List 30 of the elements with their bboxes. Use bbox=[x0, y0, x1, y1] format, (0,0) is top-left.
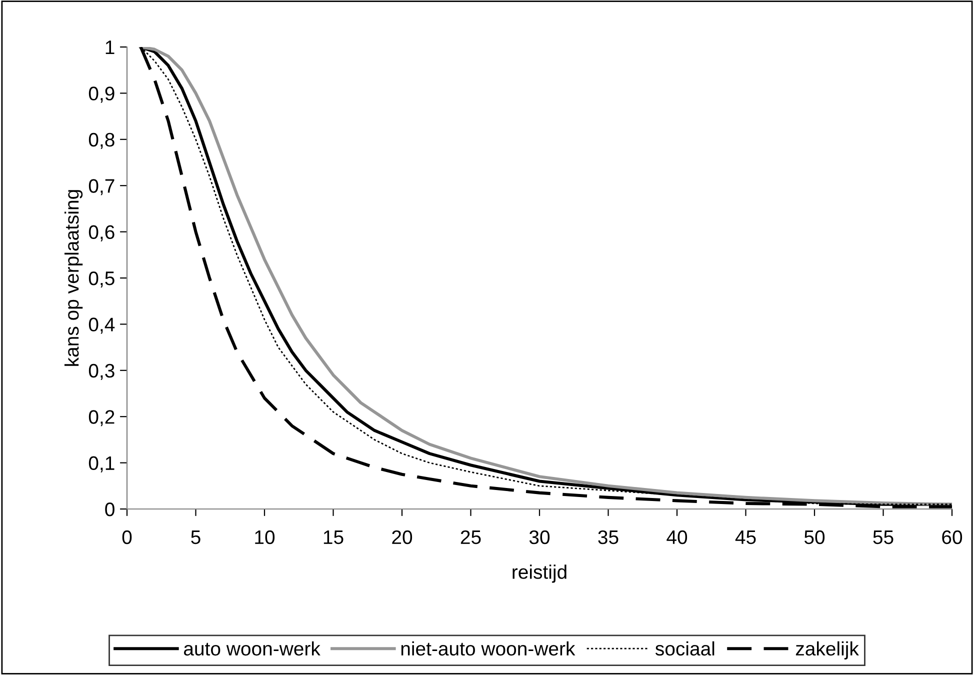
x-tick-label: 35 bbox=[598, 530, 618, 544]
x-tick-label: 20 bbox=[392, 530, 412, 544]
y-tick-label: 0,8 bbox=[88, 132, 114, 149]
y-axis-title: kans op verplaatsing bbox=[64, 190, 83, 366]
x-tick-label: 5 bbox=[191, 530, 200, 544]
y-tick-label: 0,7 bbox=[88, 179, 114, 196]
x-tick-label: 60 bbox=[942, 530, 962, 544]
x-tick-label: 10 bbox=[255, 530, 275, 544]
y-tick-label: 0,2 bbox=[88, 410, 114, 426]
legend-label: auto woon-werk bbox=[184, 641, 320, 656]
legend-label: sociaal bbox=[655, 641, 714, 656]
legend-label: zakelijk bbox=[796, 641, 859, 660]
y-tick-label: 0,5 bbox=[88, 271, 114, 288]
x-axis-title: reistijd bbox=[512, 564, 566, 583]
x-tick-label: 25 bbox=[460, 530, 481, 544]
y-tick-label: 0,3 bbox=[88, 364, 114, 380]
y-tick-label: 0,4 bbox=[88, 318, 115, 334]
x-tick-label: 40 bbox=[666, 530, 688, 544]
legend-label: niet-auto woon-werk bbox=[401, 641, 576, 656]
y-tick-label: 0 bbox=[105, 502, 114, 516]
y-tick-label: 0,1 bbox=[88, 456, 114, 472]
y-tick-label: 1 bbox=[106, 40, 114, 54]
x-tick-label: 30 bbox=[529, 530, 550, 544]
x-tick-label: 45 bbox=[735, 530, 756, 544]
x-tick-label: 15 bbox=[324, 530, 344, 544]
x-tick-label: 55 bbox=[873, 530, 894, 544]
y-tick-label: 0,9 bbox=[88, 86, 114, 103]
y-tick-label: 0,6 bbox=[88, 225, 114, 242]
x-tick-label: 50 bbox=[804, 530, 825, 544]
x-tick-label: 0 bbox=[122, 530, 132, 544]
